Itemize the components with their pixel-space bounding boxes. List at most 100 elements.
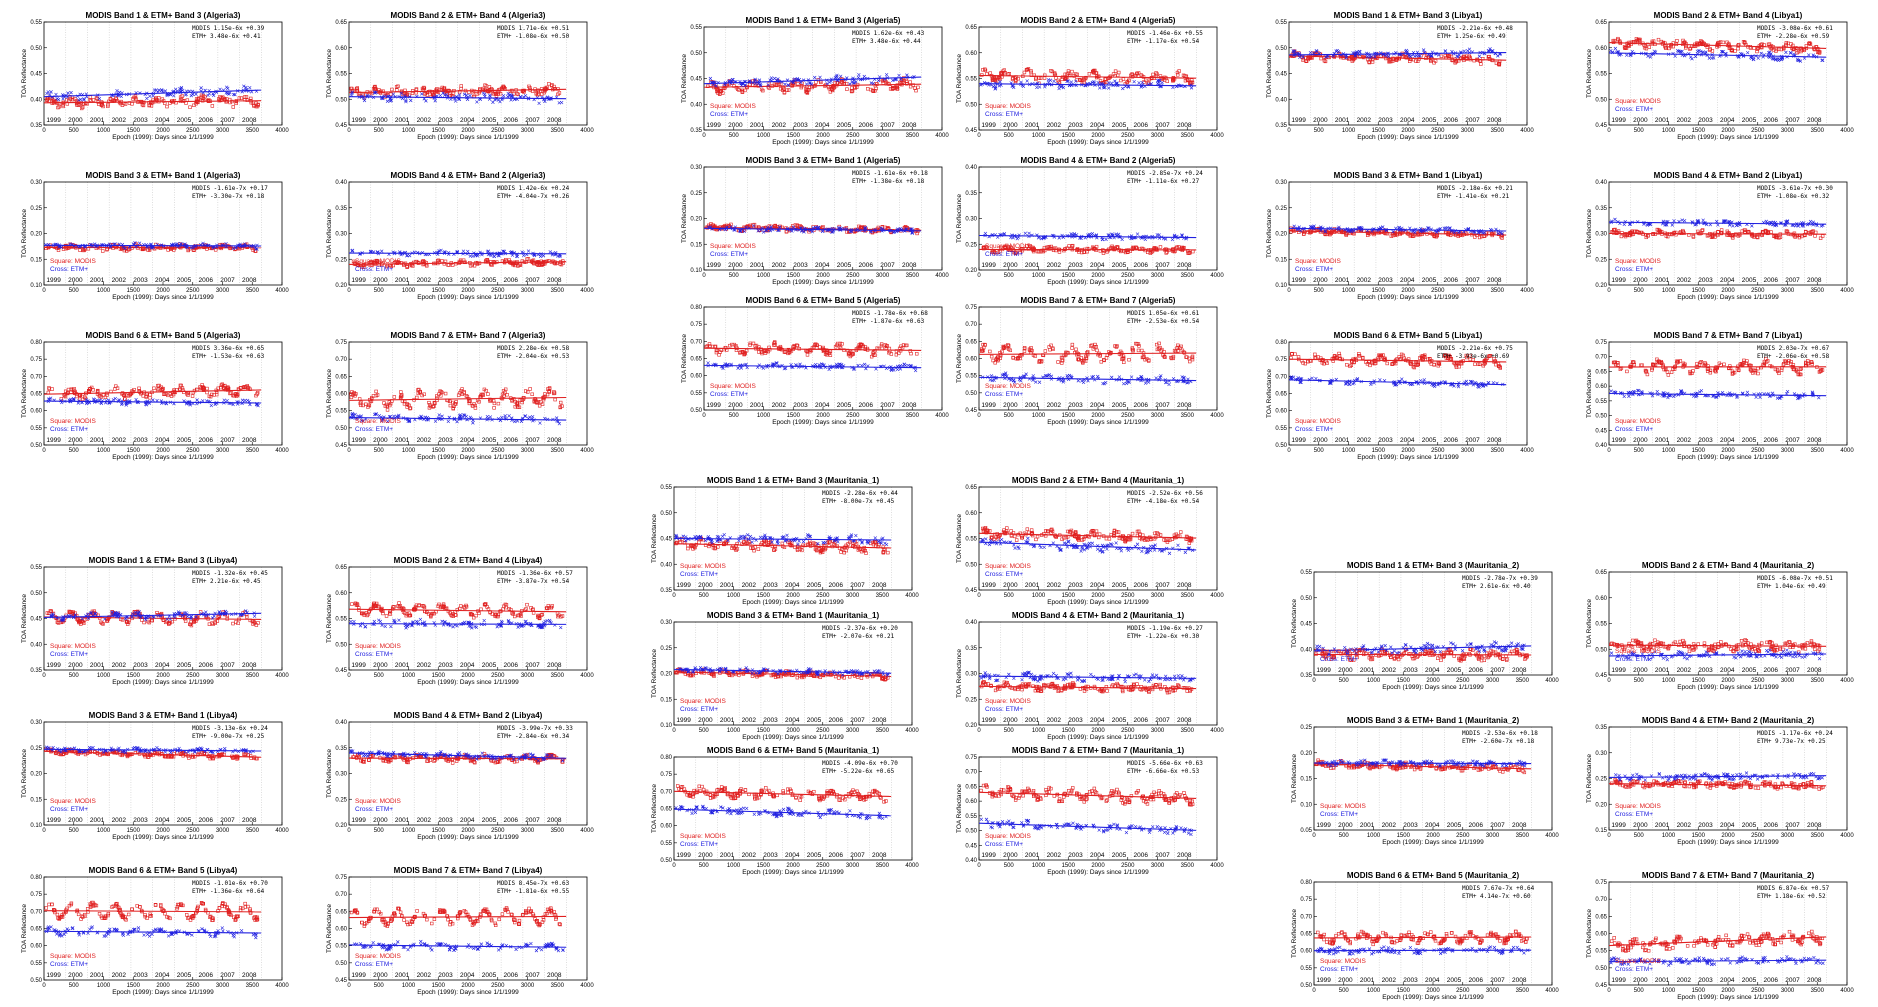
year-label: 1999 xyxy=(981,262,996,269)
modis-point xyxy=(1351,57,1356,62)
year-label: 2002 xyxy=(112,117,127,124)
modis-point xyxy=(114,384,118,388)
modis-point xyxy=(561,259,565,263)
modis-point xyxy=(1691,234,1695,238)
chart-svg: MODIS Band 2 & ETM+ Band 4 (Algeria3)0.4… xyxy=(326,11,594,141)
x-tick-label: 1500 xyxy=(1692,288,1706,294)
y-tick-label: 0.35 xyxy=(1275,123,1287,129)
etm-point xyxy=(825,81,829,86)
etm-point xyxy=(404,98,408,103)
etm-point xyxy=(1104,237,1108,242)
etm-point xyxy=(761,230,766,234)
modis-point xyxy=(804,86,808,91)
year-label: 2000 xyxy=(1003,122,1018,129)
modis-point xyxy=(126,393,131,398)
x-tick-label: 0 xyxy=(347,448,351,454)
etm-point xyxy=(804,82,809,86)
modis-point xyxy=(1684,42,1688,46)
etm-point xyxy=(708,76,713,81)
etm-point xyxy=(439,248,443,253)
modis-point xyxy=(1629,40,1633,45)
y-tick-label: 0.40 xyxy=(30,97,42,103)
modis-point xyxy=(113,387,117,391)
modis-point xyxy=(197,97,201,101)
chart-svg: MODIS Band 3 & ETM+ Band 1 (Algeria3)0.1… xyxy=(21,171,289,301)
year-label: 2004 xyxy=(155,277,170,284)
legend-etm: Cross: ETM+ xyxy=(355,266,393,273)
modis-point xyxy=(448,403,453,408)
modis-point xyxy=(253,249,258,253)
modis-point xyxy=(1616,229,1621,233)
etm-point xyxy=(1120,237,1124,242)
legend-modis: Square: MODIS xyxy=(50,258,97,265)
y-tick-label: 0.65 xyxy=(1595,20,1607,26)
modis-point xyxy=(410,89,415,93)
y-tick-label: 0.10 xyxy=(1275,283,1287,289)
x-tick-label: 2500 xyxy=(1431,128,1445,134)
modis-point xyxy=(1741,40,1746,44)
modis-point xyxy=(411,264,415,268)
etm-point xyxy=(1707,56,1712,60)
year-label: 2001 xyxy=(90,277,105,284)
modis-point xyxy=(871,88,875,93)
x-tick-label: 1500 xyxy=(1372,288,1386,294)
etm-point xyxy=(786,83,791,87)
modis-point xyxy=(1477,235,1482,240)
etm-point xyxy=(179,242,183,246)
etm-point xyxy=(242,84,246,88)
year-label: 2007 xyxy=(525,277,540,284)
year-label: 2002 xyxy=(417,277,432,284)
x-tick-label: 2000 xyxy=(1721,288,1735,294)
etm-point xyxy=(834,75,839,79)
etm-point xyxy=(1171,85,1175,90)
chart-panel: MODIS Band 2 & ETM+ Band 4 (Libya1) 0.45 0… xyxy=(1585,10,1855,147)
etm-point xyxy=(1697,48,1701,53)
year-label: 2005 xyxy=(1112,122,1127,129)
modis-point xyxy=(1136,71,1141,75)
x-axis-label: Epoch (1999): Days since 1/1/1999 xyxy=(1357,134,1459,141)
modis-point xyxy=(1784,229,1789,233)
chart-svg: MODIS Band 1 & ETM+ Band 3 (Libya1)0.350… xyxy=(1266,11,1534,141)
chart-panel: MODIS Band 3 & ETM+ Band 1 (Algeria5) 0.1… xyxy=(680,155,950,292)
fit-equation: MODIS -1.61e-7x +0.17 xyxy=(192,185,268,192)
etm-point xyxy=(231,246,236,251)
y-tick-label: 0.65 xyxy=(965,25,977,31)
modis-point xyxy=(1164,251,1168,255)
etm-point xyxy=(1462,49,1466,53)
modis-point xyxy=(190,394,195,398)
x-axis-label: Epoch (1999): Days since 1/1/1999 xyxy=(417,454,519,461)
modis-point xyxy=(528,86,532,90)
modis-point xyxy=(105,247,109,252)
etm-point xyxy=(1358,50,1362,54)
etm-point xyxy=(1455,54,1459,58)
fit-equation: MODIS -3.08e-6x +0.61 xyxy=(1757,25,1833,32)
fit-line xyxy=(978,234,1197,239)
modis-point xyxy=(362,265,366,269)
x-tick-label: 3500 xyxy=(246,448,260,454)
x-tick-label: 1000 xyxy=(1032,133,1046,139)
fit-equation: MODIS 1.15e-6x +0.39 xyxy=(192,25,265,32)
year-label: 2001 xyxy=(1025,262,1040,269)
chart-title: MODIS Band 1 & ETM+ Band 3 (Algeria5) xyxy=(746,16,901,25)
modis-point xyxy=(999,70,1004,75)
modis-point xyxy=(849,89,854,93)
modis-point xyxy=(137,386,141,391)
etm-point xyxy=(76,401,81,405)
etm-point xyxy=(1648,222,1653,227)
x-tick-label: 3000 xyxy=(1151,273,1165,279)
x-axis-label: Epoch (1999): Days since 1/1/1999 xyxy=(1047,139,1149,146)
etm-point xyxy=(453,99,458,103)
fit-equation: MODIS -1.61e-6x +0.18 xyxy=(852,170,928,177)
x-tick-label: 3000 xyxy=(1151,133,1165,139)
x-axis-label: Epoch (1999): Days since 1/1/1999 xyxy=(417,134,519,141)
etm-point xyxy=(1315,49,1319,54)
modis-point xyxy=(1018,250,1022,255)
modis-point xyxy=(492,92,496,96)
year-label: 2000 xyxy=(373,117,388,124)
etm-point xyxy=(1100,237,1105,242)
modis-point xyxy=(1727,46,1732,51)
y-tick-label: 0.30 xyxy=(1595,232,1607,238)
etm-point xyxy=(891,78,895,83)
x-tick-label: 2000 xyxy=(1401,128,1415,134)
etm-point xyxy=(148,94,152,98)
